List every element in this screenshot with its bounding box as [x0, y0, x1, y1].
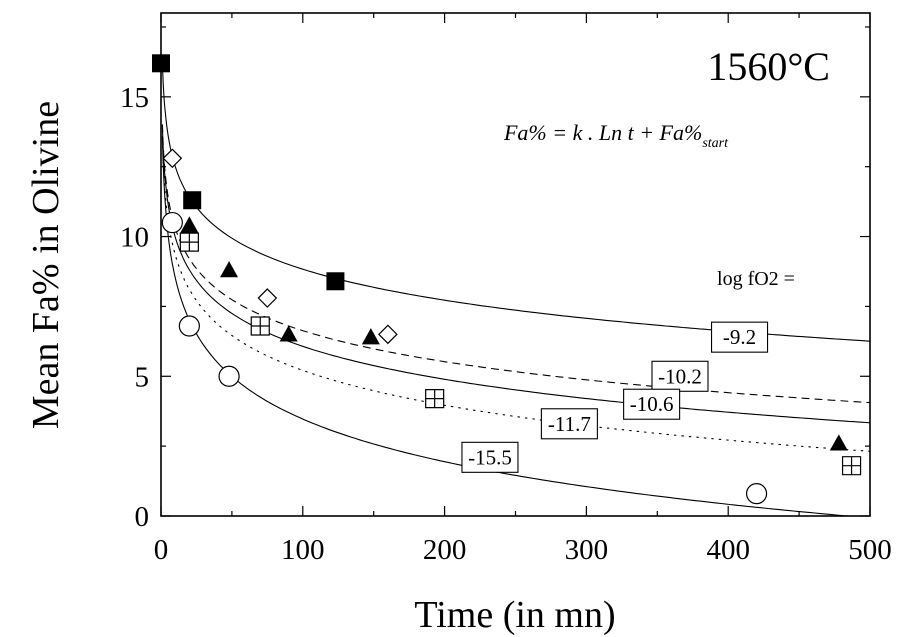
data-point-filled-square	[326, 272, 345, 291]
x-tick-label: 0	[154, 534, 169, 566]
data-point-filled-triangle	[829, 434, 848, 451]
y-axis-label: Mean Fa% in Olivine	[25, 101, 67, 429]
data-point-filled-square	[183, 191, 202, 210]
data-point-open-circle	[218, 365, 240, 387]
x-axis-label: Time (in mn)	[414, 594, 615, 636]
data-point-filled-triangle	[180, 216, 199, 233]
curve-label-text: -10.6	[630, 392, 674, 416]
data-point-filled-triangle	[361, 328, 380, 345]
curve-label-box	[540, 408, 598, 440]
curve-label-10-2: -10.2	[651, 360, 709, 392]
curve-label-box	[651, 360, 709, 392]
y-tick-label: 10	[120, 222, 149, 254]
chart-title: 1560°C	[707, 44, 830, 89]
curve-label-10-6: -10.6	[623, 388, 681, 420]
curve-label-box	[461, 441, 519, 473]
fit-equation-subscript: start	[702, 136, 729, 151]
data-point-boxed-plus	[250, 316, 270, 336]
data-point-filled-square	[152, 54, 170, 73]
fit-curve-10-6	[161, 127, 871, 424]
data-point-boxed-plus	[841, 456, 862, 476]
curve-label-text: -9.2	[723, 325, 756, 349]
data-point-filled-triangle	[279, 325, 298, 342]
curve-label-9-2: -9.2	[710, 321, 769, 353]
curve-label-box	[623, 388, 681, 420]
data-point-open-circle	[178, 315, 200, 337]
curve-labels: -9.2 -10.2 -10.6 -11.7 -15.5	[461, 321, 769, 473]
legend-title: log fO2 =	[717, 268, 795, 290]
y-tick-label: 0	[135, 501, 150, 533]
curve-label-text: -11.7	[548, 412, 591, 436]
data-point-boxed-plus	[179, 232, 199, 252]
data-point-open-circle	[161, 211, 183, 234]
x-tick-label: 100	[281, 534, 325, 566]
y-tick-label: 5	[135, 361, 150, 393]
fit-equation-main: Fa% = k . Ln t + Fa%	[503, 120, 702, 145]
data-point-open-diamond	[162, 148, 183, 169]
data-point-open-diamond	[378, 324, 398, 345]
data-points	[152, 54, 862, 505]
fit-curve-15-5	[161, 135, 870, 517]
y-tick-label: 15	[120, 82, 149, 114]
fit-equation: Fa% = k . Ln t + Fa%start	[503, 120, 729, 151]
curve-label-box	[710, 321, 769, 353]
data-point-open-diamond	[257, 288, 278, 308]
tick-labels: 0 100 200 300 400 500 0 5 10 15	[120, 82, 892, 566]
curve-label-text: -10.2	[658, 364, 702, 388]
curve-label-11-7: -11.7	[540, 408, 598, 440]
curve-label-15-5: -15.5	[461, 441, 519, 473]
curve-label-text: -15.5	[468, 445, 512, 469]
x-tick-label: 200	[423, 534, 467, 566]
x-tick-label: 500	[848, 534, 892, 566]
data-point-filled-triangle	[220, 261, 239, 278]
x-tick-label: 400	[706, 534, 750, 566]
x-tick-label: 300	[565, 534, 609, 566]
data-point-open-circle	[745, 483, 768, 505]
data-point-boxed-plus	[425, 389, 445, 409]
fit-curve-10-2	[161, 124, 871, 404]
